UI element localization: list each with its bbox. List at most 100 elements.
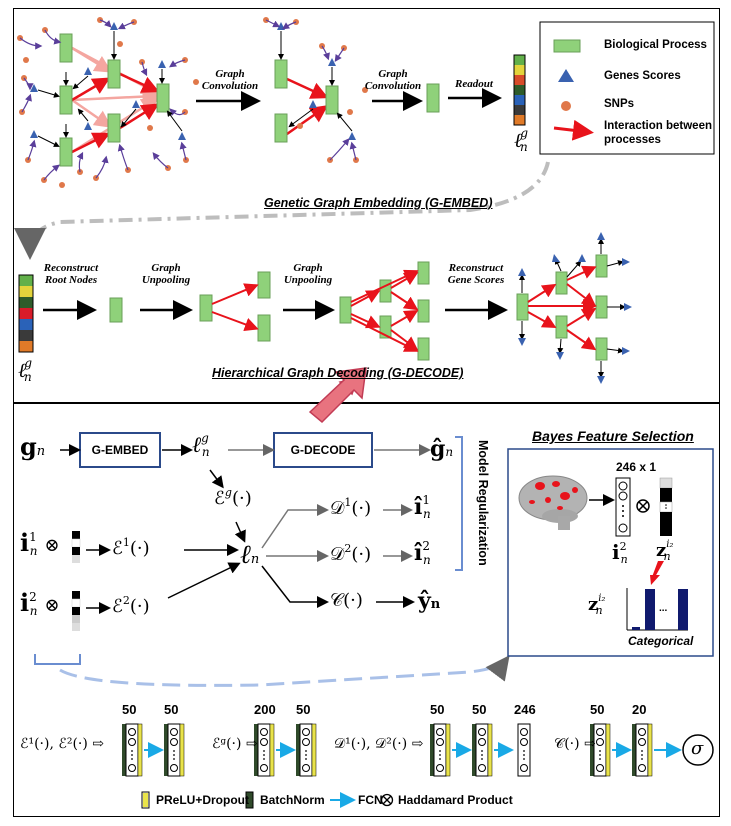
legend-snp-label: SNPs [604, 98, 635, 110]
decoder-2: 𝒟2(·) [330, 542, 372, 565]
layer-enc-1 [164, 723, 185, 777]
legend-hadamard-label: Haddamard Product [398, 793, 513, 807]
layer-size-dec-0: 50 [430, 702, 445, 717]
graph-convolution-label-2: Graph Convolution [364, 68, 422, 92]
layer-encg-1 [296, 723, 317, 777]
chart-z-label: zi₂n [588, 593, 606, 617]
layer-size-enc-0: 50 [122, 702, 137, 717]
z-red-arrow [652, 561, 664, 577]
layer-size-dec-1: 50 [472, 702, 487, 717]
legend-batchnorm-label: BatchNorm [260, 793, 325, 807]
categorical-label: Categorical [628, 634, 694, 648]
legend-prelu-fill [143, 793, 148, 807]
latent-vector-top [513, 54, 526, 126]
layer-size-encg-1: 50 [296, 702, 311, 717]
g-embed-box [79, 432, 161, 468]
decoder-1: 𝒟1(·) [330, 496, 372, 519]
z-mask-vector [659, 477, 673, 536]
latent-vector-middle [18, 274, 34, 353]
layer-dec-1 [472, 723, 493, 777]
g-n-symbol: gn [20, 432, 46, 461]
layer-size-encg-0: 200 [254, 702, 276, 717]
encoder-1: ℰ1(·) [112, 536, 150, 559]
unpooled-graph-2 [339, 261, 430, 361]
categorical-chart [626, 588, 688, 631]
legend-hadamard-swatch [380, 793, 394, 807]
g-decode-box [273, 432, 373, 468]
i2-bracket [34, 654, 81, 665]
g-embed-label: G-EMBED [91, 443, 149, 457]
brain-image [518, 475, 588, 530]
unpooled-graph-1 [199, 271, 271, 342]
regularization-bracket [455, 436, 463, 571]
legend-interaction-label: Interaction between processes [604, 120, 712, 146]
reconstruct-root-label: Reconstruct Root Nodes [43, 262, 99, 286]
network-architectures [122, 723, 714, 777]
root-node [426, 83, 440, 113]
chart-ellipsis: ... [659, 603, 668, 614]
g-hat-symbol: ĝn [430, 436, 454, 462]
input-genetic-graph [17, 17, 199, 188]
legend-gene-swatch [558, 69, 574, 82]
graph-unpooling-label-1: Graph Unpooling [141, 262, 191, 286]
i2-symbol: i2n ⊗ [20, 588, 60, 618]
l-to-d1-arrow [261, 504, 329, 549]
i2-hat: î2n [414, 539, 431, 567]
layer-size-cls-0: 50 [590, 702, 605, 717]
net-label-encg: ℰᵍ(·) ⇨ [212, 736, 258, 752]
sigmoid-label: σ [691, 738, 704, 759]
legend-prelu-label: PReLU+Dropout [156, 793, 249, 807]
i2-feature-vector [615, 477, 631, 537]
bayes-dimension: 246 x 1 [616, 460, 657, 474]
layer-encg-0 [254, 723, 275, 777]
legend-snp-swatch [561, 101, 571, 111]
legend-bio-label: Biological Process [604, 39, 707, 51]
caption-g-decode: Hierarchical Graph Decoding (G-DECODE) [212, 366, 464, 380]
net-label-dec: 𝒟¹(·), 𝒟²(·) ⇨ [334, 736, 424, 752]
layer-size-cls-1: 20 [632, 702, 647, 717]
legend-batchnorm-swatch [245, 791, 254, 809]
caption-g-embed: Genetic Graph Embedding (G-EMBED) [264, 196, 493, 210]
z-red-arrowhead [650, 575, 660, 585]
decoded-root-node [109, 297, 123, 323]
legend-fcn-label: FCN [358, 793, 383, 807]
layer-size-enc-1: 50 [164, 702, 179, 717]
e2-to-l-arrow [167, 562, 241, 599]
bayes-z: zi₂n [656, 539, 674, 563]
layer-cls-1 [632, 723, 653, 777]
latent-g-middle: ℓgn [18, 356, 33, 384]
l-to-c-arrow [261, 565, 329, 608]
reconstructed-gene-graph [516, 232, 632, 384]
i2-mask-vector [71, 591, 81, 631]
readout-label: Readout [455, 78, 493, 90]
encoder-g: ℰg(·) [214, 486, 252, 509]
legend-bio-swatch [553, 39, 581, 53]
latent-to-encg-arrow [209, 469, 224, 489]
g-decode-label: G-DECODE [290, 443, 356, 457]
layer-cls-0 [590, 723, 611, 777]
legend-gene-label: Genes Scores [604, 70, 681, 82]
net-label-enc: ℰ¹(·), ℰ²(·) ⇨ [20, 736, 105, 752]
encg-to-l-arrow [234, 521, 246, 543]
bayes-i2: i2n [612, 540, 628, 566]
layer-size-dec-2: 246 [514, 702, 536, 717]
latent-g-top: ℓgn [514, 126, 529, 154]
panel-transition-arrow-main [308, 367, 367, 424]
bayes-title: Bayes Feature Selection [532, 428, 694, 444]
layer-enc-0 [122, 723, 143, 777]
sigmoid-node [682, 734, 714, 766]
i1-symbol: i1n ⊗ [20, 528, 60, 558]
latent-l-g: ℓgn [192, 431, 210, 459]
layer-dec-0 [430, 723, 451, 777]
net-label-cls: 𝒞(·) ⇨ [554, 736, 596, 752]
embed-to-decode-connector [14, 161, 550, 260]
layer-dec-2 [517, 723, 531, 777]
i2-to-bayes-connector [59, 655, 510, 687]
hadamard-symbol [636, 499, 650, 513]
encoder-2: ℰ2(·) [112, 594, 150, 617]
i1-hat: î1n [414, 493, 431, 521]
latent-l: ℓn [240, 540, 260, 570]
graph-unpooling-label-2: Graph Unpooling [283, 262, 333, 286]
legend-interaction-swatch [553, 119, 594, 141]
